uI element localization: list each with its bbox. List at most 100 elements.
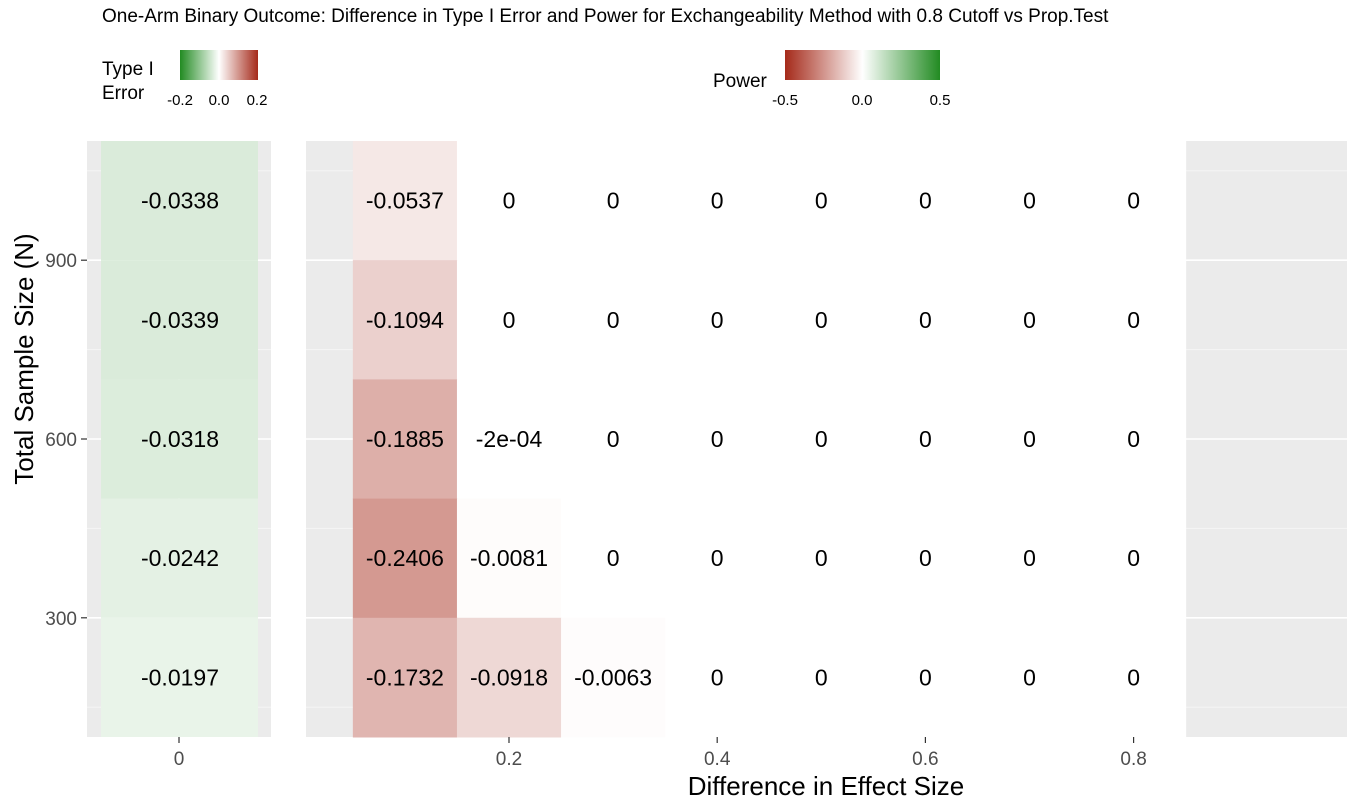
- legend-type1-tick: 0.0: [208, 92, 230, 109]
- tile-label: -0.0918: [470, 664, 548, 690]
- tile-label: 0: [607, 426, 620, 452]
- heatmap-tile: [456, 260, 562, 380]
- heatmap-tile: [1081, 379, 1187, 500]
- tile-label: 0: [919, 188, 932, 214]
- x-tick-label: 0.6: [912, 749, 938, 770]
- tile-label: -0.0318: [141, 426, 219, 452]
- heatmap-tile: [665, 141, 770, 261]
- tile-label: -2e-04: [476, 426, 543, 452]
- tile-label: 0: [711, 426, 724, 452]
- heatmap-tile: [1081, 498, 1187, 619]
- tile-label: -0.1732: [366, 664, 444, 690]
- heatmap-tile: [977, 498, 1083, 619]
- heatmap-tile: [1081, 617, 1187, 738]
- x-tick-label: 0: [174, 749, 185, 770]
- legend-type1-tick: -0.2: [167, 92, 193, 109]
- heatmap-tile: [769, 498, 874, 619]
- y-tick-label: 900: [45, 251, 77, 272]
- heatmap-tile: [561, 379, 666, 500]
- heatmap-tile: [352, 141, 458, 261]
- legend-power-colorbar: [785, 50, 940, 80]
- tile-label: 0: [919, 664, 932, 690]
- heatmap-tile: [665, 498, 770, 619]
- tile-label: 0: [607, 545, 620, 571]
- tile-label: -0.0242: [141, 545, 219, 571]
- x-axis-title: Difference in Effect Size: [688, 771, 965, 801]
- heatmap-tile: [769, 141, 874, 261]
- heatmap-tile: [769, 379, 874, 500]
- heatmap-tile: [769, 617, 874, 738]
- heatmap-tile: [1081, 141, 1187, 261]
- tile-label: -0.1885: [366, 426, 444, 452]
- tile-label: 0: [919, 545, 932, 571]
- tile-label: 0: [919, 307, 932, 333]
- legend-power-tick: -0.5: [772, 92, 798, 109]
- tile-label: -0.1094: [366, 307, 444, 333]
- heatmap-tile: [977, 260, 1083, 380]
- heatmap-tile: [665, 617, 770, 738]
- heatmap-tile: [873, 498, 978, 619]
- tile-label: 0: [1127, 545, 1140, 571]
- heatmap-tile: [769, 260, 874, 380]
- tile-label: 0: [1127, 664, 1140, 690]
- heatmap-tile: [352, 498, 458, 619]
- legend-type1-tick: 0.2: [246, 92, 268, 109]
- heatmap-tile: [977, 141, 1083, 261]
- tile-label: -0.2406: [366, 545, 444, 571]
- tile-label: 0: [711, 188, 724, 214]
- heatmap-tile: [352, 260, 458, 380]
- heatmap-tile: [873, 617, 978, 738]
- tile-label: 0: [815, 664, 828, 690]
- heatmap-tile: [456, 498, 562, 619]
- tile-label: 0: [607, 307, 620, 333]
- heatmap-tile: [561, 498, 666, 619]
- heatmap-tile: [456, 617, 562, 738]
- y-tick-label: 300: [45, 609, 77, 630]
- tile-label: -0.0537: [366, 188, 444, 214]
- heatmap-tile: [977, 379, 1083, 500]
- tile-label: -0.0063: [574, 664, 652, 690]
- tile-label: 0: [711, 664, 724, 690]
- tile-label: 0: [1023, 307, 1036, 333]
- y-tick-label: 600: [45, 430, 77, 451]
- tile-label: 0: [815, 426, 828, 452]
- heatmap-tile: [665, 260, 770, 380]
- x-tick-label: 0.2: [496, 749, 522, 770]
- x-tick-label: 0.8: [1120, 749, 1146, 770]
- legend-type1-title: Type I Error: [102, 59, 154, 104]
- heatmap-tile: [456, 141, 562, 261]
- heatmap-tile: [977, 617, 1083, 738]
- tile-label: -0.0081: [470, 545, 548, 571]
- tile-label: 0: [711, 307, 724, 333]
- tile-label: 0: [1023, 545, 1036, 571]
- heatmap-tile: [561, 141, 666, 261]
- legend-power-tick: 0.5: [929, 92, 951, 109]
- heatmap-tile: [456, 379, 562, 500]
- tile-label: 0: [815, 545, 828, 571]
- tile-label: 0: [815, 307, 828, 333]
- tile-label: 0: [919, 426, 932, 452]
- tile-label: -0.0338: [141, 188, 219, 214]
- heatmap-tile: [873, 141, 978, 261]
- chart-title: One-Arm Binary Outcome: Difference in Ty…: [102, 6, 1109, 27]
- heatmap-tile: [101, 379, 258, 499]
- heatmap-tile: [352, 379, 458, 500]
- x-tick-label: 0.4: [704, 749, 731, 770]
- tile-label: 0: [1127, 426, 1140, 452]
- y-axis-title: Total Sample Size (N): [9, 233, 39, 484]
- heatmap-tile: [101, 617, 258, 737]
- tile-label: 0: [815, 188, 828, 214]
- tile-label: 0: [1127, 188, 1140, 214]
- heatmap-tile: [873, 260, 978, 380]
- tile-label: 0: [1023, 426, 1036, 452]
- heatmap-tile: [561, 260, 666, 380]
- tile-label: 0: [607, 188, 620, 214]
- legend-power-tick: 0.0: [851, 92, 873, 109]
- heatmap-tile: [101, 260, 258, 380]
- heatmap-tile: [665, 379, 770, 500]
- legend-type1-colorbar: [180, 50, 258, 80]
- tile-label: 0: [1127, 307, 1140, 333]
- tile-label: 0: [1023, 664, 1036, 690]
- tile-label: -0.0339: [141, 307, 219, 333]
- tile-label: -0.0197: [141, 664, 219, 690]
